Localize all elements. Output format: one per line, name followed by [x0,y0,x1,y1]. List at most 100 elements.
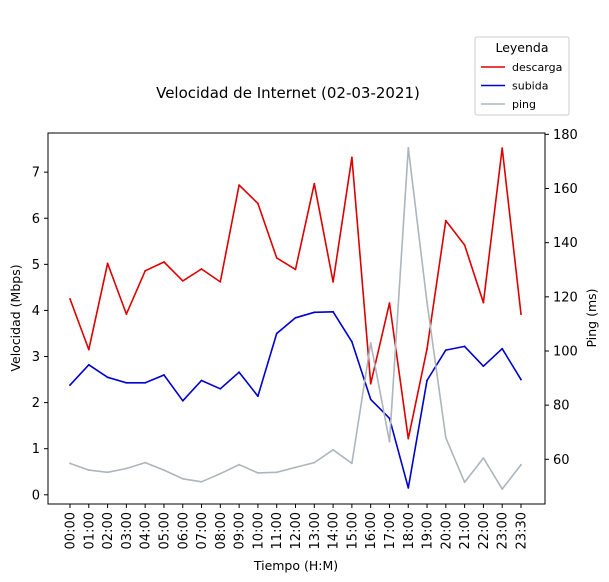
data-point-subida-22 [482,365,485,368]
left-axis: 0 1 2 3 4 5 6 7 [32,166,48,503]
data-point-descarga-1 [87,348,90,351]
x-tick-label: 13:00 [308,512,323,549]
data-point-descarga-13 [313,182,316,185]
data-point-ping-4 [144,461,147,464]
x-tick-label: 23:00 [496,512,511,549]
y-tick-label: 1 [32,442,40,457]
plot-frame [47,132,546,505]
x-tick-label: 10:00 [251,512,266,549]
data-point-descarga-4 [144,269,147,272]
data-point-subida-10 [257,395,259,398]
y-tick-label: 7 [32,166,40,181]
x-tick-label: 06:00 [176,512,191,549]
data-point-subida-11 [275,332,278,335]
data-point-descarga-24 [520,313,522,315]
data-point-subida-1 [87,363,90,366]
data-point-subida-0 [69,384,71,386]
data-point-ping-15 [351,462,353,465]
y-axis-label: Velocidad (Mbps) [8,264,23,371]
data-point-descarga-10 [257,202,259,205]
data-point-descarga-21 [463,244,466,246]
y-tick-label: 6 [32,212,40,227]
x-tick-label: 14:00 [327,512,342,549]
data-point-ping-8 [219,472,222,475]
y-tick-label: 2 [32,396,40,411]
data-point-descarga-6 [181,280,184,282]
data-point-ping-13 [313,461,316,464]
y2-tick-label: 60 [553,453,570,468]
x-tick-label: 15:00 [345,512,360,549]
x-tick-label: 09:00 [233,512,248,549]
data-point-subida-9 [238,371,241,374]
data-point-subida-7 [200,379,203,382]
x-tick-label: 23:30 [515,512,530,549]
data-point-descarga-14 [332,281,334,283]
data-point-ping-1 [87,469,90,471]
data-point-subida-4 [144,381,147,384]
x-tick-label: 07:00 [195,512,210,549]
data-point-subida-24 [520,378,522,381]
y-tick-label: 5 [32,258,40,273]
series-layer [69,147,522,490]
data-point-ping-18 [407,147,410,149]
x-tick-label: 12:00 [289,512,304,549]
data-point-subida-8 [219,387,222,390]
data-point-subida-15 [351,340,353,343]
x-tick-label: 16:00 [364,512,379,549]
data-point-subida-16 [369,398,372,401]
data-point-subida-17 [388,417,391,420]
legend-title: Leyenda [495,40,548,55]
data-point-ping-12 [294,466,297,469]
data-point-subida-18 [407,487,410,489]
legend-label-subida: subida [512,80,548,93]
data-point-descarga-2 [106,262,109,265]
legend-box [474,36,570,116]
x-tick-label: 17:00 [383,512,398,549]
data-point-ping-0 [69,462,71,465]
data-point-descarga-20 [444,219,447,222]
data-point-subida-3 [125,381,128,384]
data-point-subida-12 [294,316,297,319]
x-tick-label: 00:00 [64,512,79,549]
data-point-descarga-8 [219,281,222,283]
legend-entries: descarga subida ping [481,61,562,111]
y-tick-label: 3 [32,350,40,365]
data-point-subida-5 [163,374,165,376]
data-point-ping-14 [332,448,334,451]
x-tick-label: 08:00 [214,512,229,549]
data-point-ping-20 [444,436,447,439]
y2-tick-label: 160 [553,182,578,197]
data-point-subida-2 [106,376,109,379]
data-point-descarga-5 [163,261,165,263]
data-point-subida-6 [181,399,184,402]
data-point-descarga-0 [69,298,71,300]
x-tick-label: 03:00 [120,512,135,549]
y2-tick-label: 120 [553,290,578,305]
x-axis: 00:00 01:00 02:00 03:00 04:00 05:00 06:00 07:00… [64,504,530,549]
data-point-ping-6 [181,477,184,480]
x-axis-label: Tiempo (H:M) [253,558,338,573]
y2-tick-label: 100 [553,344,578,359]
data-point-descarga-19 [426,348,428,350]
data-point-descarga-9 [238,184,241,187]
data-point-ping-23 [501,488,504,490]
x-tick-label: 11:00 [270,512,285,549]
data-point-descarga-17 [388,302,391,304]
x-tick-label: 02:00 [101,512,116,549]
data-point-ping-3 [125,467,128,470]
data-point-subida-20 [444,349,447,351]
x-tick-label: 01:00 [82,512,97,549]
data-point-subida-13 [313,311,316,314]
data-point-ping-9 [238,463,241,466]
x-tick-label: 19:00 [421,512,436,549]
chart-title: Velocidad de Internet (02-03-2021) [156,84,420,102]
x-tick-label: 05:00 [158,512,173,549]
data-point-ping-19 [426,301,428,304]
data-point-ping-5 [163,469,165,471]
y-tick-label: 0 [32,488,40,503]
data-point-ping-17 [388,440,391,443]
x-tick-label: 18:00 [402,512,417,549]
data-point-descarga-16 [369,382,372,385]
legend-label-descarga: descarga [512,61,562,74]
